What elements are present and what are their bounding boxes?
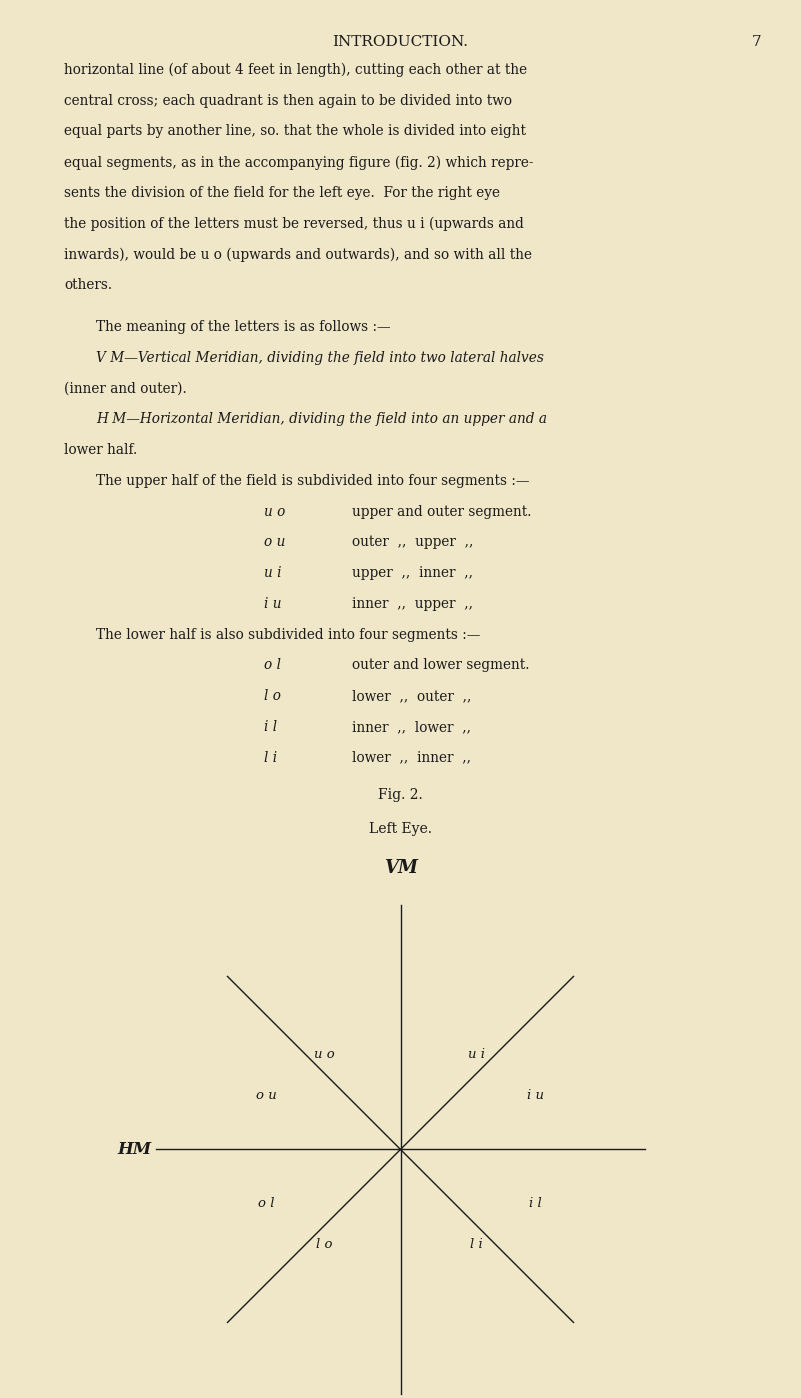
Text: l o: l o xyxy=(264,689,281,703)
Text: others.: others. xyxy=(64,278,112,292)
Text: lower  ,,  inner  ,,: lower ,, inner ,, xyxy=(352,751,472,765)
Text: inner  ,,  lower  ,,: inner ,, lower ,, xyxy=(352,720,472,734)
Text: VM: VM xyxy=(384,860,417,877)
Text: u i: u i xyxy=(468,1047,485,1061)
Text: outer  ,,  upper  ,,: outer ,, upper ,, xyxy=(352,535,474,549)
Text: Fig. 2.: Fig. 2. xyxy=(378,788,423,802)
Text: l i: l i xyxy=(470,1239,483,1251)
Text: equal segments, as in the accompanying figure (fig. 2) which repre-: equal segments, as in the accompanying f… xyxy=(64,155,533,169)
Text: i u: i u xyxy=(264,597,282,611)
Text: sents the division of the field for the left eye.  For the right eye: sents the division of the field for the … xyxy=(64,186,500,200)
Text: V M—Vertical Meridian, dividing the field into two lateral halves: V M—Vertical Meridian, dividing the fiel… xyxy=(96,351,544,365)
Text: outer and lower segment.: outer and lower segment. xyxy=(352,658,530,672)
Text: equal parts by another line, so. that the whole is divided into eight: equal parts by another line, so. that th… xyxy=(64,124,526,138)
Text: the position of the letters must be reversed, thus u i (upwards and: the position of the letters must be reve… xyxy=(64,217,524,231)
Text: (inner and outer).: (inner and outer). xyxy=(64,382,187,396)
Text: 7: 7 xyxy=(751,35,761,49)
Text: INTRODUCTION.: INTRODUCTION. xyxy=(332,35,469,49)
Text: u o: u o xyxy=(314,1047,335,1061)
Text: i l: i l xyxy=(264,720,277,734)
Text: inwards), would be u o (upwards and outwards), and so with all the: inwards), would be u o (upwards and outw… xyxy=(64,247,532,261)
Text: l i: l i xyxy=(264,751,277,765)
Text: central cross; each quadrant is then again to be divided into two: central cross; each quadrant is then aga… xyxy=(64,94,512,108)
Text: u o: u o xyxy=(264,505,286,519)
Text: o l: o l xyxy=(258,1197,274,1209)
Text: i u: i u xyxy=(526,1089,544,1102)
Text: lower half.: lower half. xyxy=(64,443,137,457)
Text: inner  ,,  upper  ,,: inner ,, upper ,, xyxy=(352,597,473,611)
Text: upper  ,,  inner  ,,: upper ,, inner ,, xyxy=(352,566,473,580)
Text: H M—Horizontal Meridian, dividing the field into an upper and a: H M—Horizontal Meridian, dividing the fi… xyxy=(96,412,547,426)
Text: horizontal line (of about 4 feet in length), cutting each other at the: horizontal line (of about 4 feet in leng… xyxy=(64,63,527,77)
Text: upper and outer segment.: upper and outer segment. xyxy=(352,505,532,519)
Text: lower  ,,  outer  ,,: lower ,, outer ,, xyxy=(352,689,472,703)
Text: o u: o u xyxy=(264,535,286,549)
Text: The lower half is also subdivided into four segments :—: The lower half is also subdivided into f… xyxy=(96,628,481,642)
Text: o l: o l xyxy=(264,658,281,672)
Text: u i: u i xyxy=(264,566,282,580)
Text: o u: o u xyxy=(256,1089,276,1102)
Text: i l: i l xyxy=(529,1197,541,1209)
Text: Left Eye.: Left Eye. xyxy=(369,822,432,836)
Text: l o: l o xyxy=(316,1239,332,1251)
Text: HM: HM xyxy=(118,1141,152,1158)
Text: The meaning of the letters is as follows :—: The meaning of the letters is as follows… xyxy=(96,320,391,334)
Text: The upper half of the field is subdivided into four segments :—: The upper half of the field is subdivide… xyxy=(96,474,529,488)
